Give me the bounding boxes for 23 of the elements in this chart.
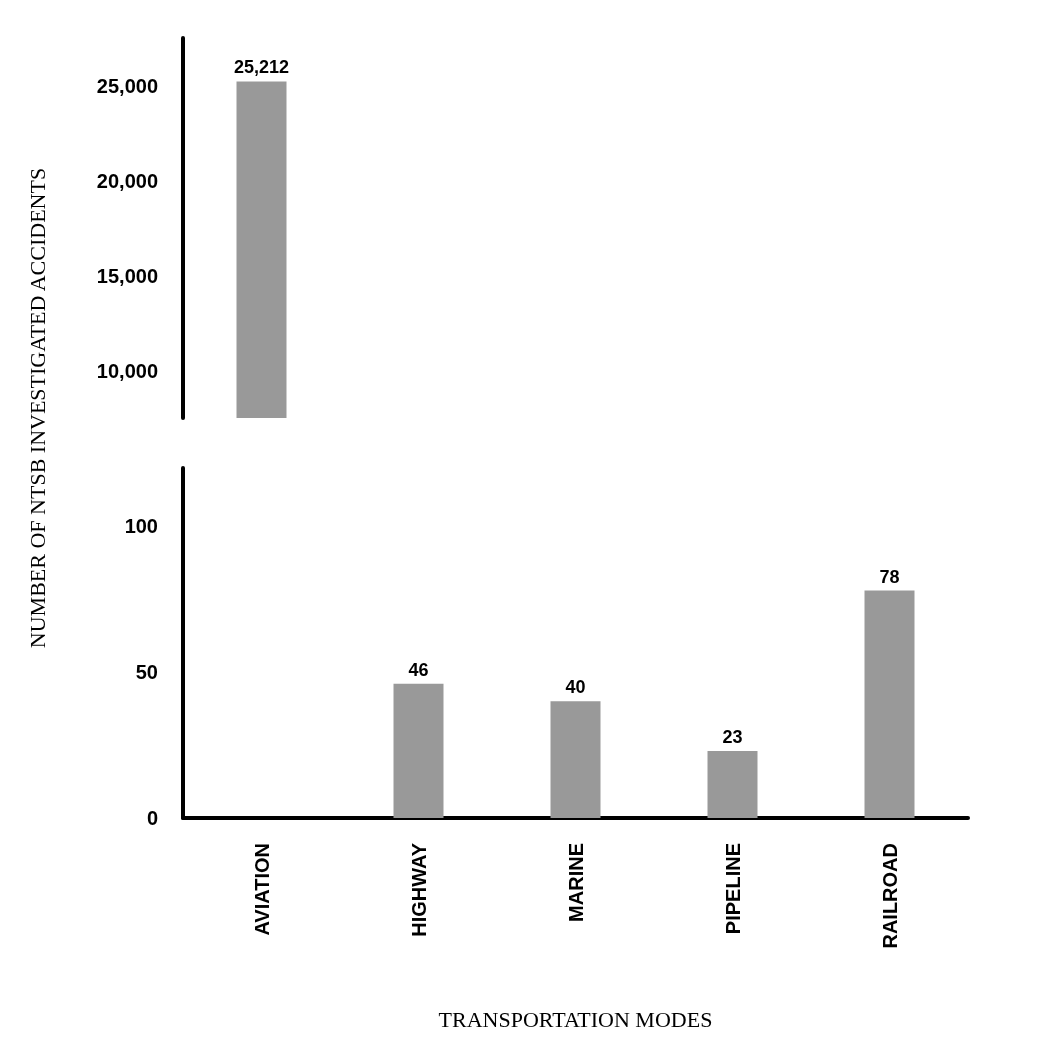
y-axis-title: NUMBER OF NTSB INVESTIGATED ACCIDENTS	[25, 167, 51, 649]
y-tick-label: 10,000	[96, 359, 158, 382]
y-tick-label: 25,000	[96, 74, 158, 97]
x-tick-label: MARINE	[564, 843, 587, 922]
x-tick-label: AVIATION	[250, 843, 273, 936]
y-tick-label: 50	[135, 661, 158, 684]
data-label: 23	[722, 726, 743, 747]
x-tick-label: HIGHWAY	[407, 842, 430, 937]
x-axis-title: TRANSPORTATION MODES	[438, 1006, 713, 1032]
data-label: 78	[879, 566, 900, 587]
y-tick-label: 15,000	[96, 264, 158, 287]
y-tick-label: 100	[124, 515, 158, 538]
y-tick-label: 20,000	[96, 169, 158, 192]
data-label: 40	[565, 677, 586, 698]
bar	[550, 701, 601, 818]
bar	[864, 590, 915, 818]
data-label: 25,212	[233, 57, 290, 78]
data-label: 46	[408, 659, 429, 680]
bar	[707, 750, 758, 818]
bar	[393, 683, 444, 818]
x-tick-label: RAILROAD	[878, 843, 901, 949]
y-tick-label: 0	[146, 807, 158, 829]
x-tick-label: PIPELINE	[721, 843, 744, 935]
